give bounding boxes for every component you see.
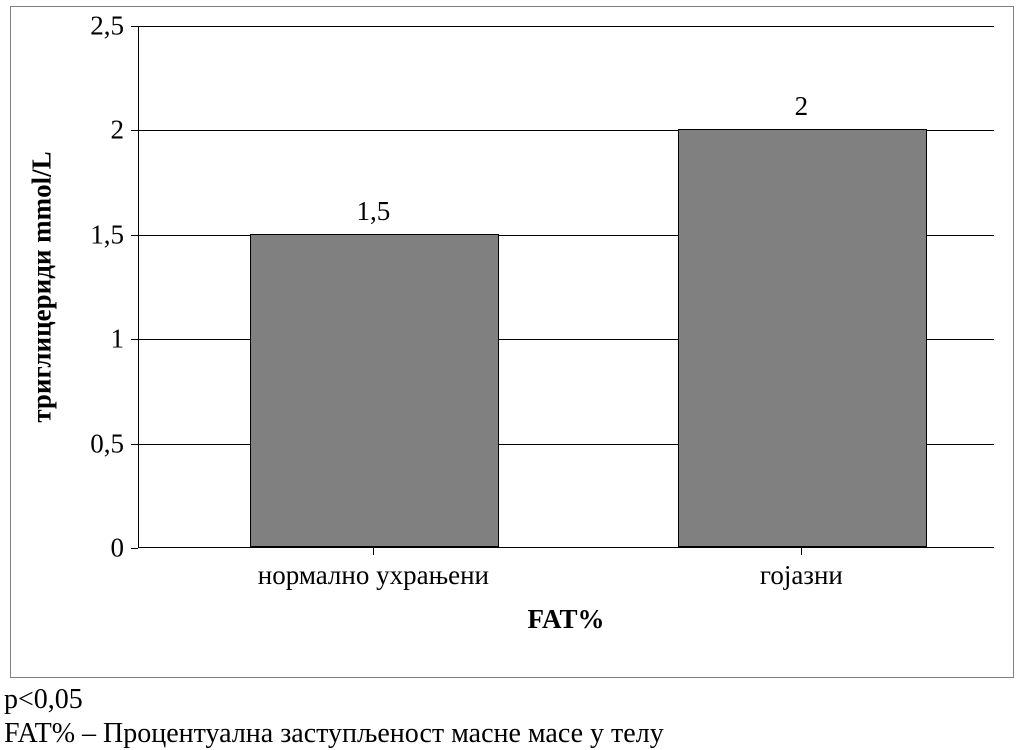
y-tick-label: 1,5 — [90, 219, 124, 250]
caption-fat-explain: FAT% – Процентуална заступљеност масне м… — [4, 718, 664, 750]
caption-pvalue: p<0,05 — [4, 684, 83, 716]
x-tick-mark — [801, 548, 802, 555]
gridline — [139, 26, 994, 27]
plot-area — [138, 26, 994, 548]
y-tick-mark — [131, 444, 138, 445]
y-axis-label: триглицериди mmol/L — [27, 151, 58, 422]
y-tick-label: 0,5 — [90, 428, 124, 459]
y-tick-mark — [131, 26, 138, 27]
bar — [250, 234, 498, 547]
x-tick-label: гојазни — [760, 560, 843, 591]
y-tick-label: 0 — [111, 533, 125, 564]
x-tick-label: нормално ухрањени — [258, 560, 489, 591]
y-tick-mark — [131, 339, 138, 340]
bar — [678, 129, 926, 547]
y-tick-mark — [131, 548, 138, 549]
bar-value-label: 1,5 — [357, 196, 391, 227]
y-tick-label: 2 — [111, 115, 125, 146]
x-axis-label: FAT% — [528, 604, 605, 635]
x-tick-mark — [373, 548, 374, 555]
y-tick-label: 2,5 — [90, 11, 124, 42]
y-tick-mark — [131, 235, 138, 236]
y-tick-mark — [131, 130, 138, 131]
bar-value-label: 2 — [795, 91, 809, 122]
y-tick-label: 1 — [111, 324, 125, 355]
